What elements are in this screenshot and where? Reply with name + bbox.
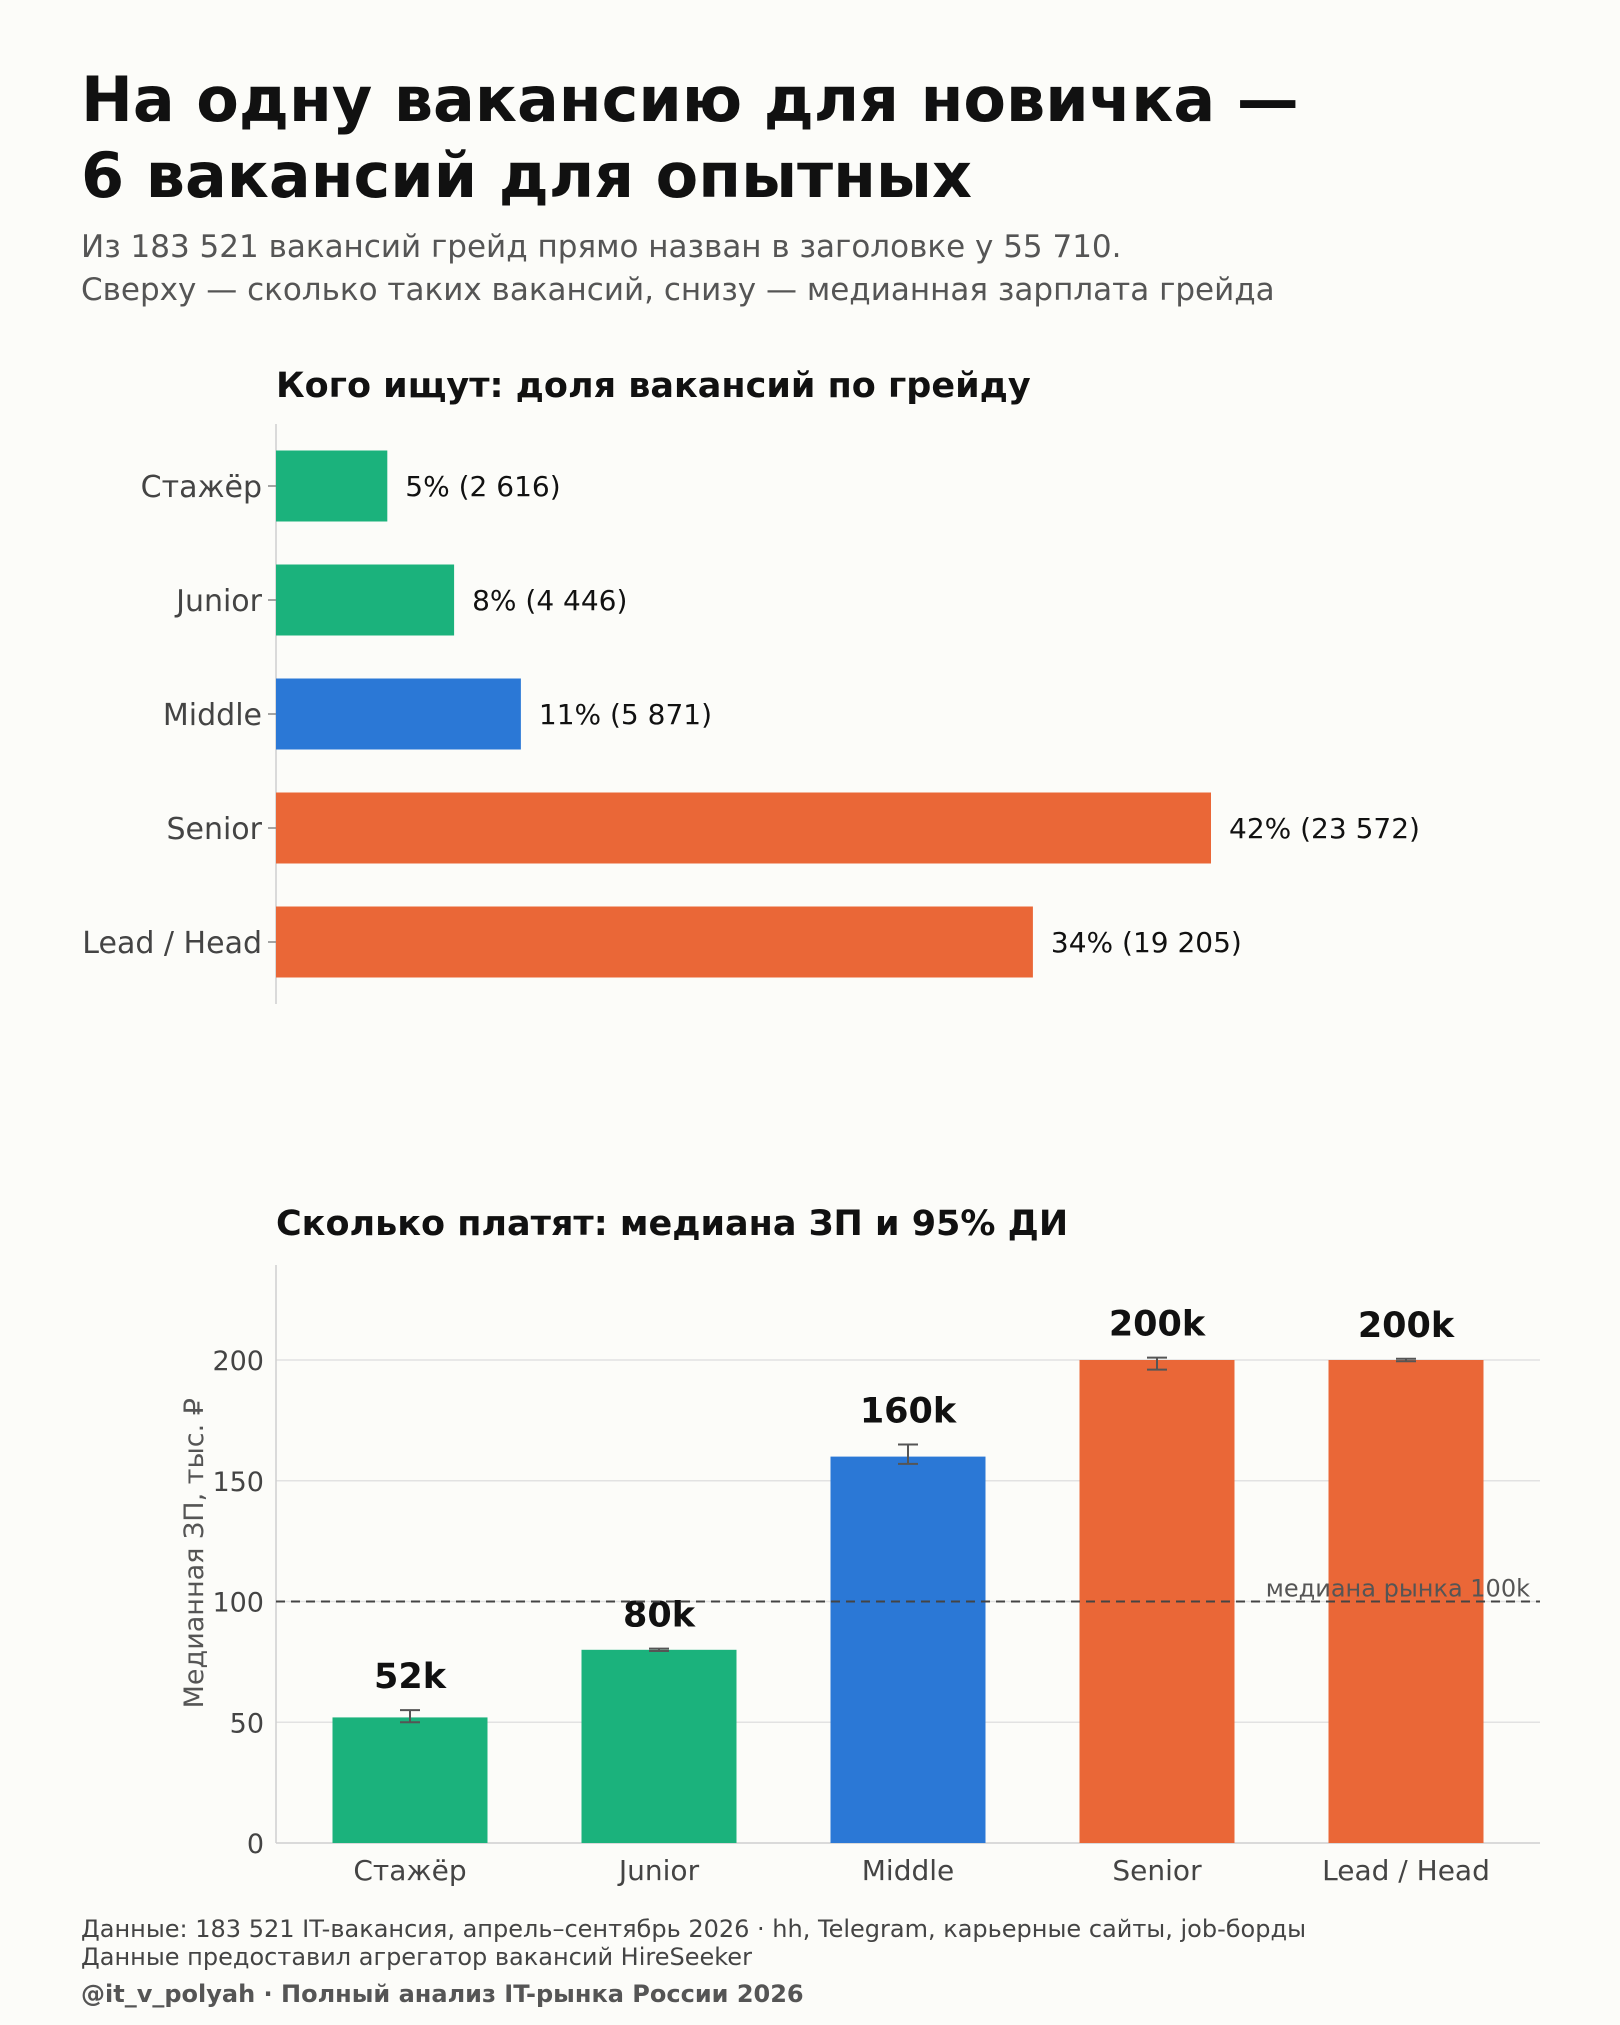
column-chart-title: Сколько платят: медиана ЗП и 95% ДИ — [276, 1204, 1069, 1244]
y-tick-label: Стажёр — [141, 470, 262, 505]
bar-chart-title: Кого ищут: доля вакансий по грейду — [276, 366, 1031, 406]
data-label: 52k — [374, 1657, 447, 1697]
x-tick-label: Junior — [617, 1854, 700, 1887]
y-tick-label: Junior — [174, 584, 263, 619]
y-tick-label: 0 — [247, 1829, 264, 1860]
y-tick-label: 100 — [212, 1588, 264, 1619]
data-label: 8% (4 446) — [472, 584, 627, 617]
data-label: 200k — [1358, 1306, 1455, 1346]
bar — [276, 906, 1033, 978]
data-label: 5% (2 616) — [405, 470, 560, 503]
data-label: 200k — [1109, 1305, 1206, 1345]
y-tick-label: Senior — [166, 812, 262, 847]
column-bar — [830, 1456, 986, 1843]
bar — [276, 564, 455, 636]
footer-credit: @it_v_polyah · Полный анализ IT-рынка Ро… — [81, 1980, 804, 2008]
y-tick-label: Middle — [163, 698, 262, 733]
bar — [276, 792, 1211, 864]
y-axis-label: Медианная ЗП, тыс. ₽ — [179, 1398, 210, 1708]
data-label: 34% (19 205) — [1051, 926, 1242, 959]
subtitle-line-2: Сверху — сколько таких вакансий, снизу —… — [81, 272, 1275, 308]
x-tick-label: Middle — [862, 1854, 955, 1887]
subtitle-line-1: Из 183 521 вакансий грейд прямо назван в… — [81, 229, 1122, 265]
footer-provider: Данные предоставил агрегатор вакансий Hi… — [81, 1943, 752, 1971]
page-subtitle: Из 183 521 вакансий грейд прямо назван в… — [81, 226, 1561, 312]
x-tick-label: Lead / Head — [1322, 1854, 1490, 1887]
y-tick-label: 50 — [230, 1708, 264, 1739]
data-label: 160k — [860, 1392, 957, 1432]
grade-share-bar-chart: Стажёр 5% (2 616) Junior 8% (4 446) Middle 11… — [82, 424, 1420, 1004]
footer-source: Данные: 183 521 IT-вакансия, апрель–сент… — [81, 1915, 1307, 1943]
data-label: 11% (5 871) — [539, 698, 712, 731]
x-tick-label: Стажёр — [353, 1854, 466, 1887]
y-tick-label: Lead / Head — [82, 926, 262, 961]
column-bar — [581, 1649, 737, 1843]
column-bar — [332, 1717, 488, 1843]
data-label: 42% (23 572) — [1229, 812, 1420, 845]
y-tick-label: 150 — [212, 1467, 264, 1498]
bar — [276, 450, 388, 522]
title-line-1: На одну вакансию для новичка — — [81, 63, 1299, 136]
x-tick-label: Senior — [1112, 1854, 1202, 1887]
bar — [276, 678, 521, 750]
reference-line-label: медиана рынка 100k — [1266, 1575, 1530, 1603]
title-line-2: 6 вакансий для опытных — [81, 139, 972, 212]
y-tick-label: 200 — [212, 1346, 264, 1377]
page-title: На одну вакансию для новичка — 6 ваканси… — [81, 62, 1561, 214]
